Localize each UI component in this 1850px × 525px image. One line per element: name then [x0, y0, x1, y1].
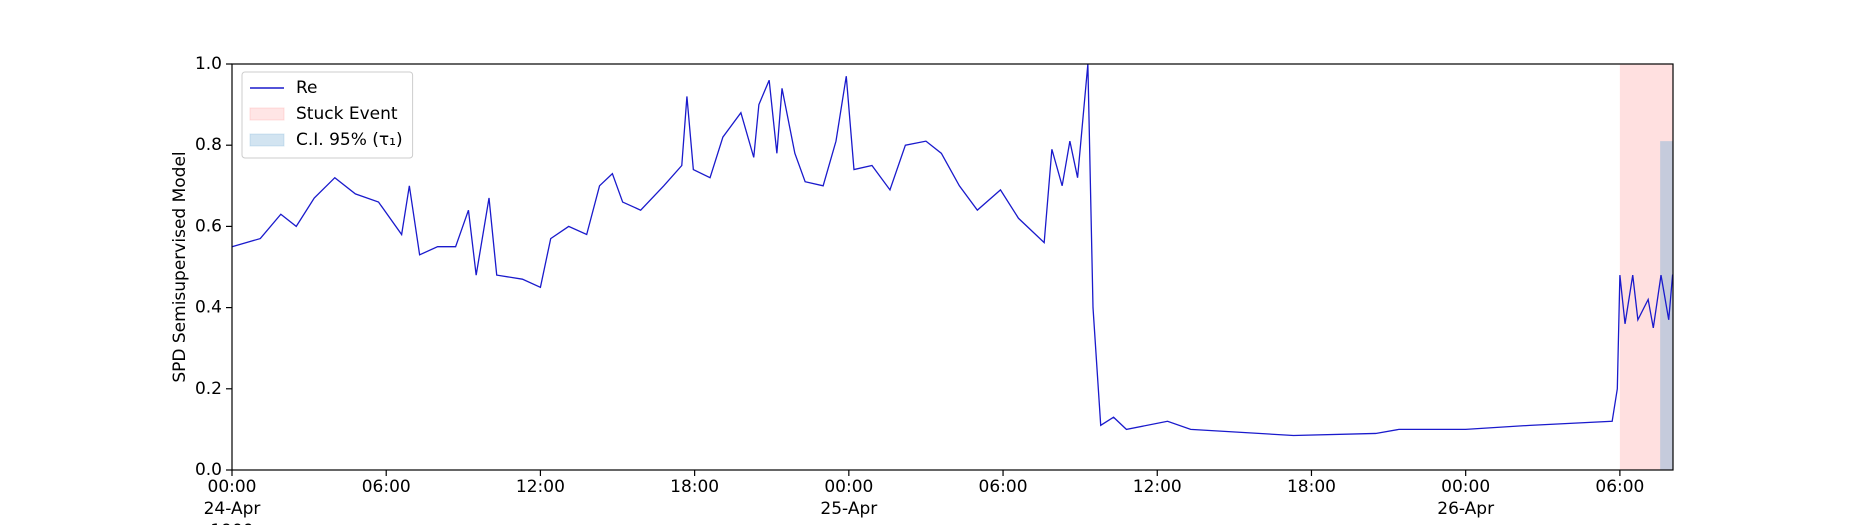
legend-swatch	[249, 133, 285, 147]
x-tick-label: 06:00	[362, 477, 411, 497]
legend-label: Stuck Event	[296, 104, 398, 124]
x-tick-label: 18:00	[670, 477, 719, 497]
span	[1619, 64, 1673, 470]
legend-box	[241, 71, 414, 159]
y-tick-label: 0.2	[195, 379, 222, 399]
x-tick-label: 18:00	[1287, 477, 1336, 497]
x-tick-label: 25-Apr	[820, 499, 877, 519]
plot-frame	[231, 63, 1674, 471]
legend: Re Stuck Event C.I. 95% (τ₁)	[241, 71, 414, 159]
y-tick-label: 0.0	[195, 460, 222, 480]
x-tick-label: 26-Apr	[1437, 499, 1494, 519]
x-tick-label: 00:00	[824, 477, 873, 497]
x-tick-label: 00:00	[1441, 477, 1490, 497]
x-tick-label: 24-Apr	[204, 499, 261, 519]
y-tick-label: 1.0	[195, 54, 222, 74]
x-tick-label: 06:00	[1595, 477, 1644, 497]
x-tick-label: 12:00	[1133, 477, 1182, 497]
x-tick-label: 1900	[210, 521, 253, 525]
legend-label: C.I. 95% (τ₁)	[296, 130, 403, 150]
y-axis-label: SPD Semisupervised Model	[170, 151, 190, 382]
legend-label: Re	[296, 78, 318, 98]
y-tick-label: 0.6	[195, 216, 222, 236]
x-tick-label: 06:00	[979, 477, 1028, 497]
legend-swatch	[249, 107, 285, 121]
y-tick-label: 0.4	[195, 298, 222, 318]
x-tick-label: 00:00	[208, 477, 257, 497]
x-tick-label: 12:00	[516, 477, 565, 497]
y-tick-label: 0.8	[195, 135, 222, 155]
line	[231, 63, 1674, 437]
